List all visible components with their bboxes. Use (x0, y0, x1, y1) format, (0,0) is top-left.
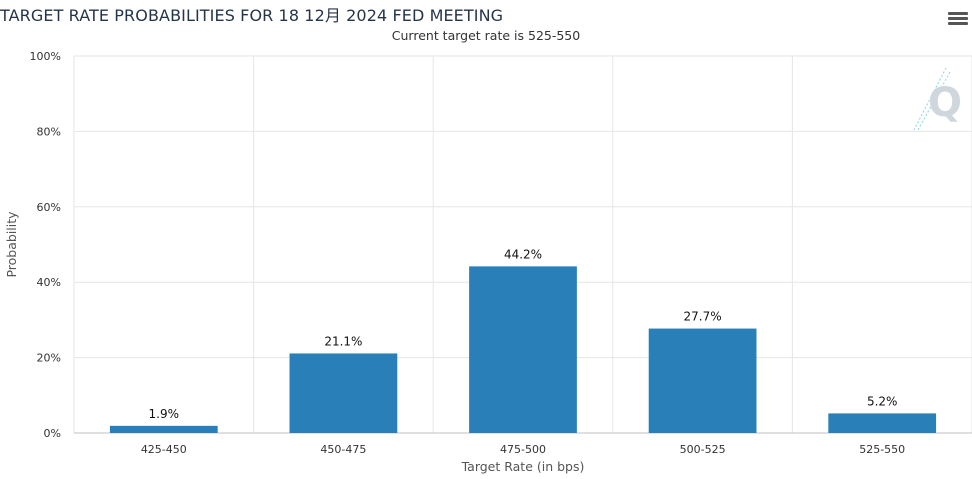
data-label: 44.2% (504, 247, 542, 261)
x-tick-label: 500-525 (680, 443, 726, 456)
quikstrike-q-logo-icon: Q (913, 67, 962, 131)
data-label: 21.1% (324, 334, 362, 348)
x-tick-label: 425-450 (141, 443, 187, 456)
y-tick-label: 60% (37, 201, 61, 214)
x-axis-title: Target Rate (in bps) (461, 459, 585, 474)
y-tick-label: 100% (30, 50, 61, 63)
y-tick-label: 0% (44, 427, 61, 440)
bar (289, 353, 398, 433)
y-tick-label: 80% (37, 125, 61, 138)
bar (648, 328, 757, 433)
x-tick-label: 450-475 (320, 443, 366, 456)
bar (469, 266, 577, 433)
y-tick-label: 40% (37, 276, 61, 289)
x-tick-label: 525-550 (859, 443, 905, 456)
data-label: 1.9% (149, 407, 180, 421)
data-label: 5.2% (867, 394, 898, 408)
chart-title: TARGET RATE PROBABILITIES FOR 18 12月 202… (0, 6, 504, 25)
bar (109, 425, 218, 433)
bar (828, 413, 937, 433)
hamburger-menu-icon[interactable] (948, 12, 968, 28)
y-axis-title: Probability (4, 211, 19, 278)
chart-subtitle: Current target rate is 525-550 (391, 28, 581, 43)
y-tick-label: 20% (37, 352, 61, 365)
svg-text:Q: Q (928, 80, 962, 126)
data-label: 27.7% (684, 310, 722, 324)
x-tick-label: 475-500 (500, 443, 546, 456)
